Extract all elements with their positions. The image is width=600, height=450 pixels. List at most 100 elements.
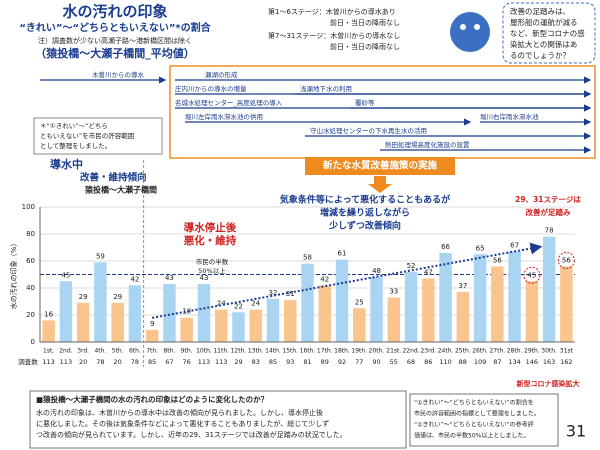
bar: [163, 283, 176, 342]
value-label: 9: [150, 320, 154, 328]
count-label: 77: [355, 358, 363, 366]
measure-banner: [305, 157, 455, 175]
bar: [335, 259, 349, 342]
timeline-label: 名城水処理センター_高度処理の導入: [175, 98, 283, 107]
bar: [232, 312, 245, 342]
bar: [111, 302, 124, 342]
count-label: 85: [148, 358, 156, 366]
bubble-text: るのでしょうか？: [510, 51, 570, 60]
value-label: 31: [286, 290, 295, 298]
annotation: 猿投橋～大瀬子橋間: [84, 185, 157, 195]
count-label: 78: [131, 358, 139, 366]
y-tick-label: 100: [22, 203, 35, 211]
annotation: 改善が足踏み: [526, 207, 571, 217]
bar: [387, 297, 401, 342]
bar: [508, 251, 521, 342]
count-label: 110: [439, 358, 451, 366]
annotation: 新型コロナ感染拡大: [517, 379, 580, 388]
value-label: 65: [476, 244, 485, 252]
count-label: 92: [338, 358, 346, 366]
x-tick-label: 22nd.: [402, 348, 419, 355]
value-label: 42: [130, 275, 139, 283]
count-label: 68: [407, 358, 415, 366]
paragraph: つ改善の傾向が見られています。しかし、近年の29、31ステージでは改善が足踏みの…: [36, 430, 347, 439]
x-tick-label: 1st.: [43, 348, 54, 355]
value-label: 18: [182, 308, 191, 316]
value-label: 29: [113, 293, 122, 301]
bar: [560, 266, 573, 342]
bar: [422, 278, 435, 342]
note-text: “①きれい”～“どちらともいえない”の割合を: [414, 399, 534, 407]
bar: [197, 283, 211, 342]
value-label: 25: [355, 298, 364, 306]
bubble-text: 改善の足踏みは、: [510, 6, 570, 16]
count-label: 78: [96, 358, 104, 366]
mascot-eye: [460, 24, 466, 30]
x-tick-label: 11th.: [213, 348, 229, 355]
bar: [456, 292, 470, 342]
value-label: 45: [61, 271, 70, 279]
bar: [353, 308, 366, 342]
stage-legend: 前日・当日の降雨なし: [330, 18, 400, 27]
bar: [318, 285, 331, 342]
x-tick-label: 30th.: [541, 348, 557, 355]
highlight-circle: [523, 266, 541, 284]
x-tick-label: 10th.: [196, 348, 212, 355]
down-arrow: [368, 176, 392, 193]
count-label: 86: [424, 358, 432, 366]
x-tick-label: 4th.: [94, 348, 106, 355]
bar: [525, 281, 539, 342]
value-label: 29: [79, 293, 88, 301]
annotation: 29、31ステージは: [515, 195, 581, 204]
bar: [301, 263, 314, 342]
count-label: 113: [215, 358, 227, 366]
value-label: 67: [510, 242, 519, 250]
trend-arrow: [151, 242, 543, 319]
value-label: 56: [562, 256, 571, 264]
count-label: 29: [234, 358, 242, 366]
bar: [266, 298, 280, 342]
bar: [180, 317, 193, 342]
annotation: 少しずつ改善傾向: [328, 220, 401, 232]
count-label: 109: [474, 358, 486, 366]
subtitle: “きれい”～“どちらともいえない”*の割合: [19, 21, 211, 34]
count-label: 87: [493, 358, 501, 366]
bar: [370, 277, 383, 342]
value-label: 33: [389, 287, 398, 295]
x-tick-label: 2nd.: [59, 348, 72, 355]
value-label: 24: [217, 300, 226, 308]
x-tick-label: 19th.: [351, 348, 367, 355]
count-label: 89: [321, 358, 329, 366]
value-label: 78: [545, 227, 554, 235]
count-label: 90: [372, 358, 380, 366]
count-label: 20: [79, 358, 87, 366]
definition-text: ともいえない”を市民の許容範囲: [40, 131, 134, 140]
x-tick-label: 12th.: [231, 348, 247, 355]
x-tick-label: 15th.: [282, 348, 298, 355]
value-label: 37: [458, 282, 467, 290]
x-tick-label: 21st.: [386, 348, 401, 355]
annotation: 新たな水質改善施策の実施: [323, 160, 438, 172]
definition-box: [33, 117, 163, 155]
x-tick-label: 27th.: [489, 348, 505, 355]
bar: [491, 266, 504, 342]
y-tick-label: 0: [31, 338, 35, 346]
stage-legend: 第7～31ステージ：木曽川からの導水なし: [268, 31, 400, 40]
y-tick-label: 40: [26, 284, 35, 292]
value-label: 48: [372, 267, 381, 275]
value-label: 22: [234, 302, 243, 310]
y-tick-label: 20: [26, 311, 35, 319]
count-label: 163: [543, 358, 555, 366]
timeline-label: 熱田処理場高度化施設の設置: [385, 140, 470, 149]
x-tick-label: 25th.: [455, 348, 471, 355]
y-tick-label: 60: [26, 257, 35, 265]
question: ■猿投橋～大瀬子橋間の水の汚れの印象はどのように変化したのか？: [36, 394, 268, 404]
definition-text: ＊“①きれい”～“どちら: [40, 122, 108, 130]
x-tick-label: 29th.: [524, 348, 540, 355]
speech-bubble: [502, 2, 596, 64]
annotation: 悪化・維持: [184, 234, 237, 247]
y-tick-label: 80: [26, 230, 35, 238]
bar: [542, 236, 556, 342]
